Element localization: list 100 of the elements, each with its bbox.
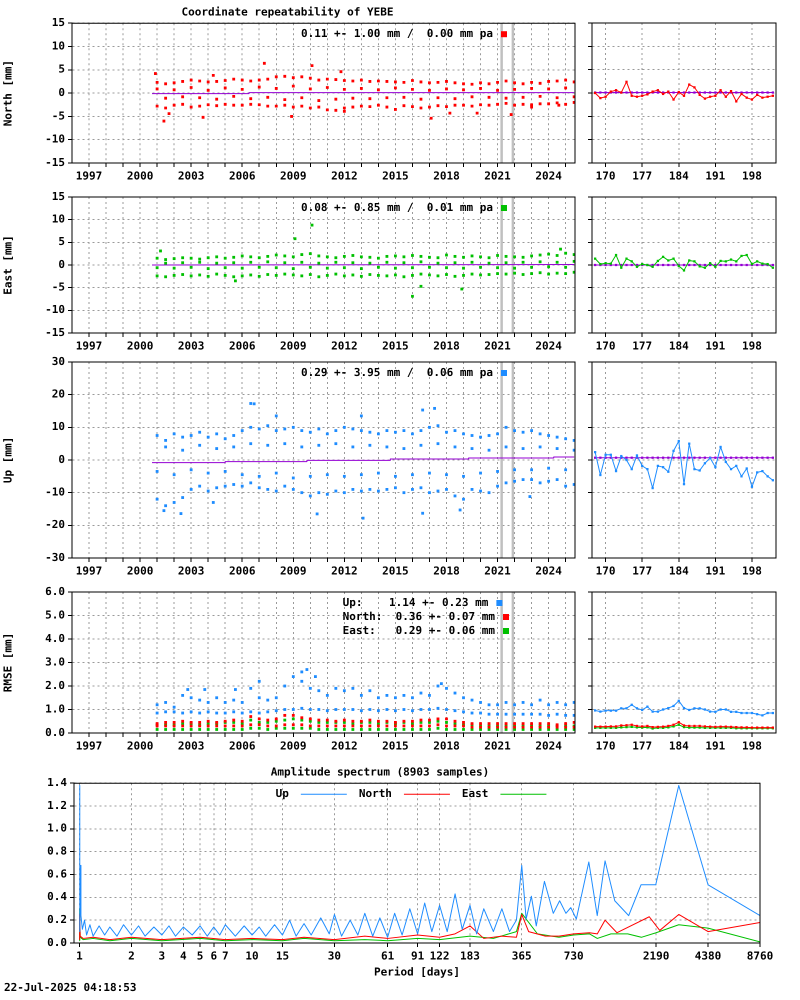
x-tick-label: 2190 (642, 949, 670, 962)
x-tick-label: 2018 (433, 739, 460, 752)
y-tick-label: 5 (58, 62, 65, 76)
y-tick-label: 4.0 (45, 632, 65, 645)
x-tick-label: 2000 (126, 169, 154, 182)
x-tick-label: 2012 (331, 564, 358, 578)
x-tick-label: 2012 (331, 339, 358, 352)
x-tick-label: 198 (742, 564, 762, 578)
x-tick-label: 2006 (228, 339, 256, 352)
y-axis-title: East [mm] (1, 235, 14, 295)
x-tick-label: 10 (245, 949, 259, 962)
chart-title: Amplitude spectrum (8903 samples) (270, 765, 490, 778)
x-tick-label: 170 (596, 564, 616, 578)
x-tick-label: 177 (632, 564, 652, 578)
x-tick-label: 170 (596, 169, 616, 182)
x-tick-label: 2003 (178, 339, 204, 352)
y-tick-label: 0.2 (47, 913, 67, 926)
y-tick-label: 10 (52, 420, 65, 434)
x-tick-label: 2012 (331, 739, 358, 752)
chart-title: Coordinate repeatability of YEBE (182, 5, 394, 18)
y-tick-label: 0 (58, 452, 65, 466)
legend-label: East (462, 787, 488, 800)
x-tick-label: 2018 (433, 339, 460, 352)
x-tick-label: 2015 (382, 739, 409, 752)
x-tick-label: 2015 (382, 169, 409, 182)
x-tick-label: 2015 (382, 564, 409, 578)
x-tick-label: 2006 (228, 739, 256, 752)
y-tick-label: 0 (58, 86, 65, 99)
x-tick-label: 30 (328, 949, 342, 962)
x-tick-label: 198 (742, 339, 762, 352)
y-tick-label: -10 (45, 486, 65, 499)
x-tick-label: 2003 (178, 739, 204, 752)
x-tick-label: 183 (460, 949, 480, 962)
legend-label: 0.11 +- 1.00 mm / 0.00 mm pa (300, 27, 494, 40)
x-tick-label: 8760 (746, 949, 774, 962)
legend-label: North: 0.36 +- 0.07 mm (342, 610, 496, 623)
x-tick-label: 2009 (280, 564, 307, 578)
x-tick-label: 198 (742, 739, 762, 752)
x-tick-label: 365 (512, 949, 532, 962)
x-tick-label: 4 (180, 949, 188, 962)
y-axis-title: North [mm] (1, 60, 14, 126)
x-tick-label: 4380 (694, 949, 722, 962)
y-tick-label: 15 (52, 16, 65, 30)
x-tick-label: 61 (381, 949, 395, 962)
y-tick-label: -15 (45, 156, 65, 169)
x-tick-label: 177 (632, 739, 652, 752)
x-tick-label: 1997 (76, 564, 102, 578)
x-tick-label: 198 (742, 169, 762, 182)
x-tick-label: 184 (668, 339, 690, 352)
x-tick-label: 122 (430, 949, 450, 962)
y-tick-label: -15 (45, 326, 65, 339)
x-tick-label: 2024 (535, 739, 562, 752)
y-tick-label: 2.0 (45, 678, 65, 692)
x-tick-label: 170 (596, 739, 616, 752)
y-tick-label: 0 (58, 258, 65, 271)
x-tick-label: 2021 (484, 339, 512, 352)
x-tick-label: 2024 (535, 564, 562, 578)
x-tick-label: 184 (668, 564, 690, 578)
x-tick-label: 2003 (178, 169, 204, 182)
x-tick-label: 2012 (331, 169, 358, 182)
y-tick-label: -20 (45, 518, 65, 532)
y-tick-label: 1.0 (47, 822, 67, 835)
x-tick-label: 2000 (126, 564, 154, 578)
legend-label: North (358, 787, 392, 800)
text: 22-Jul-2025 04:18:53 (3, 981, 138, 994)
y-tick-label: 0.0 (45, 726, 65, 739)
x-tick-label: 1997 (76, 739, 102, 752)
x-tick-label: 2015 (382, 339, 409, 352)
x-tick-label: 2000 (126, 339, 154, 352)
x-tick-label: 2009 (280, 169, 307, 182)
y-tick-label: 30 (52, 354, 65, 368)
y-tick-label: 0.6 (47, 867, 68, 880)
x-tick-label: 730 (564, 949, 584, 962)
x-tick-label: 177 (632, 339, 652, 352)
x-tick-label: 2018 (433, 169, 460, 182)
y-tick-label: 5 (58, 235, 65, 248)
x-tick-label: 177 (632, 169, 652, 182)
x-axis-title: Period [days] (374, 965, 460, 978)
y-tick-label: 0.8 (47, 844, 67, 858)
legend-label: East: 0.29 +- 0.06 mm (342, 624, 496, 637)
x-tick-label: 1997 (76, 339, 102, 352)
x-tick-label: 5 (196, 949, 204, 962)
x-tick-label: 2024 (535, 169, 562, 182)
legend-label: Up: 1.14 +- 0.23 mm (342, 596, 489, 609)
x-tick-label: 2006 (228, 169, 256, 182)
x-tick-label: 2018 (433, 564, 460, 578)
x-tick-label: 2000 (126, 739, 154, 752)
y-tick-label: -5 (52, 109, 65, 122)
x-tick-label: 3 (158, 949, 166, 962)
y-tick-label: 0.0 (47, 936, 67, 949)
y-tick-label: -10 (45, 303, 65, 316)
y-tick-label: -10 (45, 132, 65, 146)
x-tick-label: 1997 (76, 169, 102, 182)
legend-label: 0.08 +- 0.85 mm / 0.01 mm pa (300, 200, 494, 214)
y-tick-label: 0.4 (47, 890, 68, 904)
y-axis-title: Up [mm] (1, 436, 14, 484)
x-tick-label: 7 (222, 949, 229, 962)
y-tick-label: 3.0 (45, 655, 65, 668)
y-tick-label: 6.0 (45, 584, 65, 598)
y-tick-label: 10 (52, 212, 65, 226)
